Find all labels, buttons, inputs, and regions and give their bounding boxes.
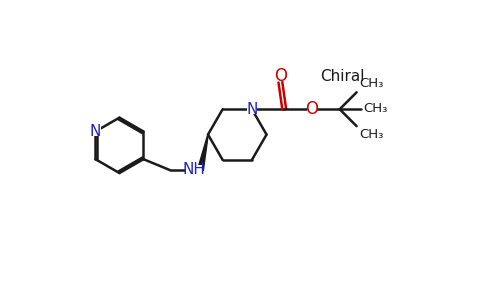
Text: N: N	[246, 102, 257, 117]
FancyBboxPatch shape	[307, 105, 317, 114]
Text: Chiral: Chiral	[320, 68, 365, 83]
FancyBboxPatch shape	[186, 165, 203, 176]
FancyBboxPatch shape	[246, 105, 257, 114]
Text: O: O	[305, 100, 318, 118]
Text: CH₃: CH₃	[359, 77, 383, 90]
Text: CH₃: CH₃	[359, 128, 383, 142]
Polygon shape	[197, 134, 208, 171]
Text: O: O	[274, 67, 287, 85]
Text: N: N	[90, 124, 101, 139]
FancyBboxPatch shape	[275, 71, 286, 81]
FancyBboxPatch shape	[90, 127, 101, 136]
Text: NH: NH	[183, 163, 206, 178]
Text: CH₃: CH₃	[363, 102, 388, 115]
